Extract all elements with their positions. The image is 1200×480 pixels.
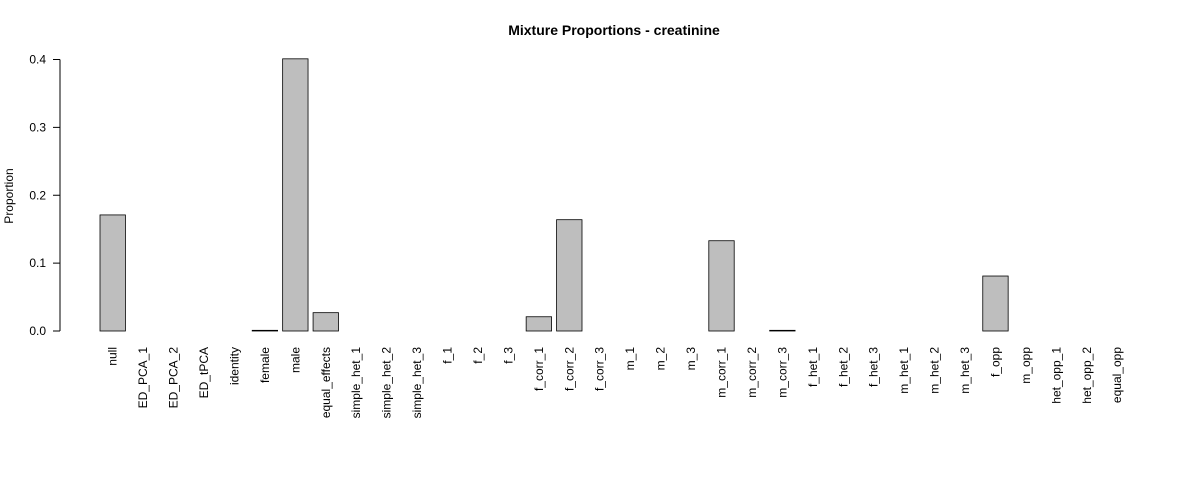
y-tick-label: 0.2 <box>29 188 46 202</box>
bar-f_opp <box>982 275 1009 332</box>
bar-female <box>251 329 278 332</box>
x-tick-label: simple_het_2 <box>380 347 394 419</box>
x-tick-label: male <box>288 347 302 373</box>
y-tick-label: 0.3 <box>29 120 46 134</box>
x-tick-label: f_het_3 <box>867 347 881 387</box>
x-tick-label: het_opp_1 <box>1049 347 1063 404</box>
x-tick-label: m_het_3 <box>958 347 972 394</box>
x-tick-label: equal_effects <box>319 347 333 418</box>
bar-male <box>282 58 309 332</box>
x-tick-label: f_corr_1 <box>532 347 546 391</box>
x-tick-label: identity <box>227 347 241 385</box>
y-tick-label: 0.1 <box>29 256 46 270</box>
x-tick-label: f_2 <box>471 347 485 364</box>
bar-equal_effects <box>312 312 339 332</box>
x-tick-label: null <box>106 347 120 366</box>
bars <box>99 58 1009 332</box>
y-axis-label: Proportion <box>2 168 16 223</box>
x-tick-label: ED_PCA_1 <box>136 347 150 409</box>
x-tick-label: f_1 <box>441 347 455 364</box>
bar-m_corr_1 <box>708 240 735 332</box>
chart-title: Mixture Proportions - creatinine <box>508 22 720 38</box>
bar-f_corr_2 <box>556 219 583 332</box>
y-axis: 0.0 0.1 0.2 0.3 0.4 <box>29 53 61 338</box>
x-tick-label: ED_tPCA <box>197 347 211 398</box>
bar-null <box>99 214 126 332</box>
x-tick-label: simple_het_3 <box>410 347 424 419</box>
bar-m_corr_3 <box>769 329 796 332</box>
x-tick-label: m_1 <box>623 347 637 371</box>
y-tick-label: 0.4 <box>29 53 46 67</box>
x-tick-label: f_het_1 <box>806 347 820 387</box>
x-tick-label: f_corr_3 <box>593 347 607 391</box>
x-tick-label: f_het_2 <box>836 347 850 387</box>
x-tick-label: m_corr_2 <box>745 347 759 398</box>
x-tick-label: m_3 <box>684 347 698 371</box>
bar-f_corr_1 <box>525 316 552 332</box>
y-tick-label: 0.0 <box>29 324 46 338</box>
x-tick-label: m_corr_3 <box>775 347 789 398</box>
x-tick-label: m_het_1 <box>897 347 911 394</box>
x-tick-label: m_corr_1 <box>715 347 729 398</box>
x-tick-label: het_opp_2 <box>1080 347 1094 404</box>
x-tick-label: m_het_2 <box>928 347 942 394</box>
x-tick-label: f_3 <box>501 347 515 364</box>
x-tick-label: simple_het_1 <box>349 347 363 419</box>
x-tick-label: f_corr_2 <box>562 347 576 391</box>
x-axis-labels: null ED_PCA_1 ED_PCA_2 ED_tPCA identity femal… <box>106 347 1125 419</box>
x-tick-label: equal_opp <box>1110 347 1124 403</box>
x-tick-label: ED_PCA_2 <box>167 347 181 409</box>
x-tick-label: m_2 <box>654 347 668 371</box>
x-tick-label: f_opp <box>988 347 1002 377</box>
x-tick-label: female <box>258 347 272 383</box>
x-tick-label: m_opp <box>1019 347 1033 384</box>
